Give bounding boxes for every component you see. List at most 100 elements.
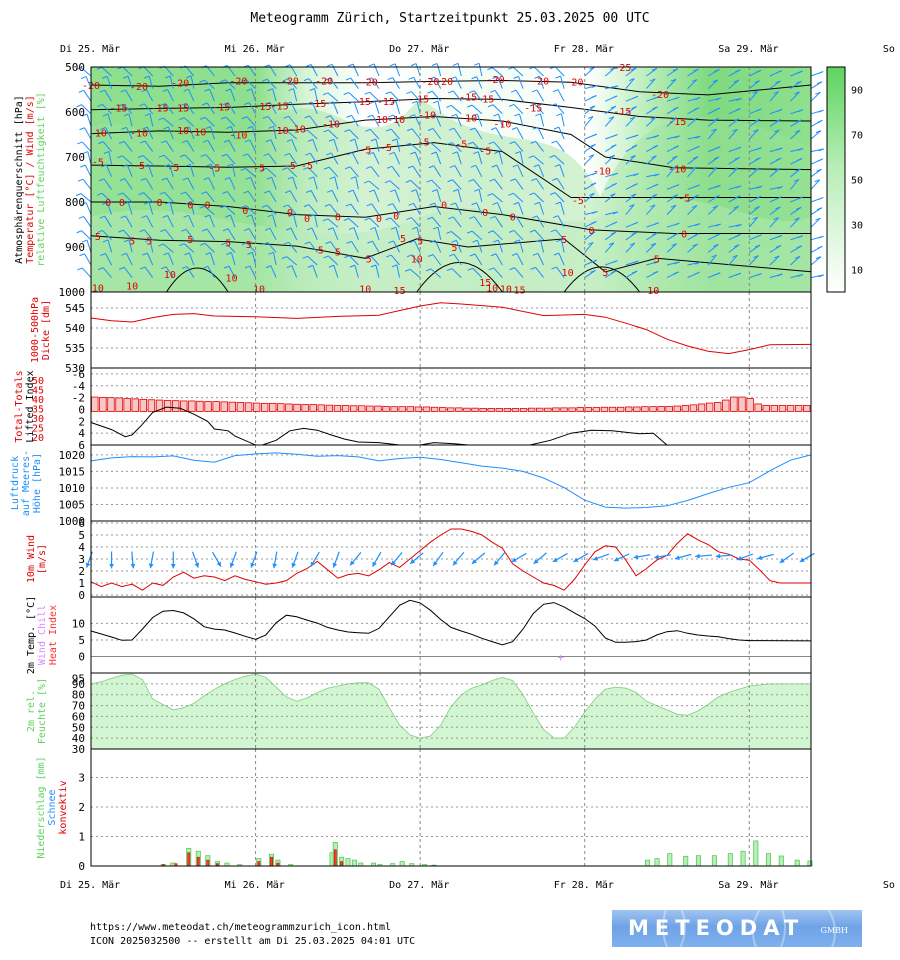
y-tick-label: 535 (65, 342, 85, 355)
wind-barb-flag (549, 192, 556, 196)
wind-barb-flag (139, 103, 145, 107)
wind-barb (225, 242, 236, 253)
wind-barb-flag (220, 242, 227, 246)
wind-barb (351, 115, 359, 127)
wind-barb (307, 167, 318, 178)
wind-barb (251, 126, 257, 140)
wind-barb-flag (118, 140, 125, 144)
wind-barb-flag (326, 189, 333, 193)
wind-barb (451, 231, 462, 241)
wind-barb-flag (82, 151, 89, 155)
isotherm-label: 15 (479, 278, 491, 289)
wind-barb (225, 79, 236, 89)
y-tick-label: 70 (72, 700, 85, 713)
wind-barb-flag (365, 254, 371, 258)
wind-barb-flag (612, 85, 619, 89)
wind-barb-flag (776, 196, 782, 200)
wind-barb-flag (143, 201, 150, 205)
total-totals-bar (131, 398, 139, 412)
wind-barb (209, 214, 215, 228)
wind-barb (472, 141, 483, 152)
precip-bar (727, 853, 733, 867)
wind-barb-flag (409, 114, 415, 118)
wind-barb (533, 66, 544, 77)
wind-barb-flag (711, 254, 717, 258)
wind-barb-flag (385, 217, 391, 221)
wind-barb (409, 142, 421, 152)
wind-barb (185, 65, 195, 77)
isotherm-label: -5 (678, 194, 690, 205)
wind-barb-flag (224, 177, 230, 180)
wind-barb-flag (469, 127, 476, 131)
wind-barb (125, 253, 133, 266)
wind-barb-flag (468, 178, 474, 182)
wind-barb-flag (649, 204, 656, 208)
wind-barb-flag (633, 134, 639, 138)
wind-barb-flag (425, 268, 432, 272)
wind-barb (790, 129, 801, 140)
isotherm-label: 0 (157, 198, 163, 209)
convective-bar (340, 861, 344, 867)
pressure-line (90, 452, 812, 509)
wind-barb (330, 152, 339, 165)
wind-barb (666, 204, 677, 215)
wind-barb (555, 229, 565, 241)
wind-barb-flag (487, 230, 494, 234)
total-totals-bar (657, 405, 665, 412)
wind-arrow-head (170, 564, 176, 569)
wind-barb-flag (199, 79, 205, 83)
wind-barb-flag (629, 242, 636, 246)
wind-barb-flag (204, 88, 210, 92)
wind-barb (247, 190, 256, 203)
wind-barb-flag (366, 203, 372, 207)
wind-barb-flag (180, 191, 186, 195)
wind-barb-flag (288, 88, 294, 92)
wind-chill-marker: + (557, 651, 564, 664)
wind-barb-flag (650, 116, 656, 120)
wind-barb (493, 141, 503, 152)
total-totals-bar (293, 403, 301, 412)
isotherm-label: -15 (171, 104, 189, 115)
total-totals-bar (325, 404, 334, 412)
wind-barb-flag (774, 255, 780, 259)
wind-barb (432, 254, 442, 266)
wind-barb (287, 78, 298, 89)
meteodat-logo[interactable]: METEODAT GMBH (612, 910, 862, 947)
total-totals-bar (358, 405, 366, 412)
wind-barb-flag (492, 202, 498, 206)
wind-barb-flag (508, 192, 514, 196)
total-totals-bar (220, 401, 228, 412)
convective-bar (206, 859, 210, 867)
wind-barb (312, 139, 318, 152)
total-totals-bar (341, 405, 350, 412)
wind-barb-flag (714, 107, 721, 111)
wind-barb (411, 128, 421, 140)
wind-barb-flag (488, 267, 494, 271)
wind-barb (185, 191, 195, 203)
wind-barb (748, 216, 759, 228)
footer-url[interactable]: https://www.meteodat.ch/meteogrammzurich… (90, 922, 392, 933)
wind-barb (471, 230, 483, 241)
wind-barb (790, 179, 800, 190)
wind-barb (810, 130, 822, 140)
wind-barb (331, 190, 339, 203)
wind-barb (369, 91, 380, 102)
wind-barb (248, 102, 257, 115)
wind-barb-flag (142, 126, 148, 130)
isotherm-label: 0 (287, 208, 293, 219)
wind-barb (230, 126, 236, 140)
wind-barb-flag (77, 178, 84, 182)
wind-barb (535, 141, 544, 152)
axis-title: 2m Temp. [°C] (26, 596, 37, 674)
wind-barb-flag (75, 67, 82, 71)
y-tick-label: 40 (72, 732, 85, 745)
wind-barb-flag (530, 266, 536, 270)
wind-arrow-head (372, 561, 377, 567)
axis-title: Heat Index (48, 605, 59, 665)
wind-barb (769, 168, 781, 178)
wind-barb (368, 180, 380, 190)
wind-barb-flag (608, 242, 615, 246)
total-totals-bar (503, 408, 512, 412)
isotherm-label: -10 (418, 110, 436, 121)
wind-barb-flag (261, 167, 267, 171)
